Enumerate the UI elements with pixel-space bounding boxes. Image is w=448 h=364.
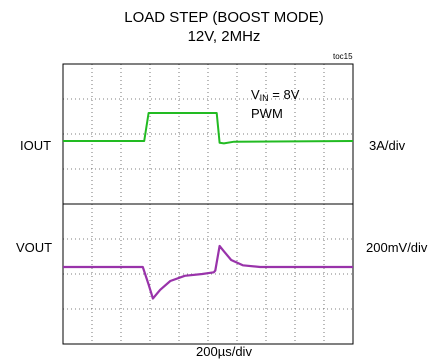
figure-id: toc15	[333, 52, 353, 61]
plot-frame	[62, 63, 354, 345]
vout-trace	[63, 244, 353, 300]
chart-subtitle: 12V, 2MHz	[187, 28, 261, 45]
vin-symbol: V	[251, 87, 260, 102]
iout-label: IOUT	[20, 138, 52, 153]
vin-annotation: VIN = 8V PWM	[251, 87, 299, 121]
vin-subscript: IN	[259, 93, 269, 103]
iout-scale: 3A/div	[369, 138, 406, 153]
scope-traces	[63, 112, 354, 300]
vin-value: = 8V	[268, 87, 300, 102]
scope-grid	[63, 64, 353, 344]
chart-title: LOAD STEP (BOOST MODE)	[124, 9, 324, 26]
vout-scale: 200mV/div	[366, 240, 428, 255]
mode-label: PWM	[251, 106, 283, 121]
vout-label: VOUT	[16, 240, 53, 255]
x-scale-label: 200µs/div	[196, 344, 252, 359]
iout-trace	[63, 112, 354, 145]
